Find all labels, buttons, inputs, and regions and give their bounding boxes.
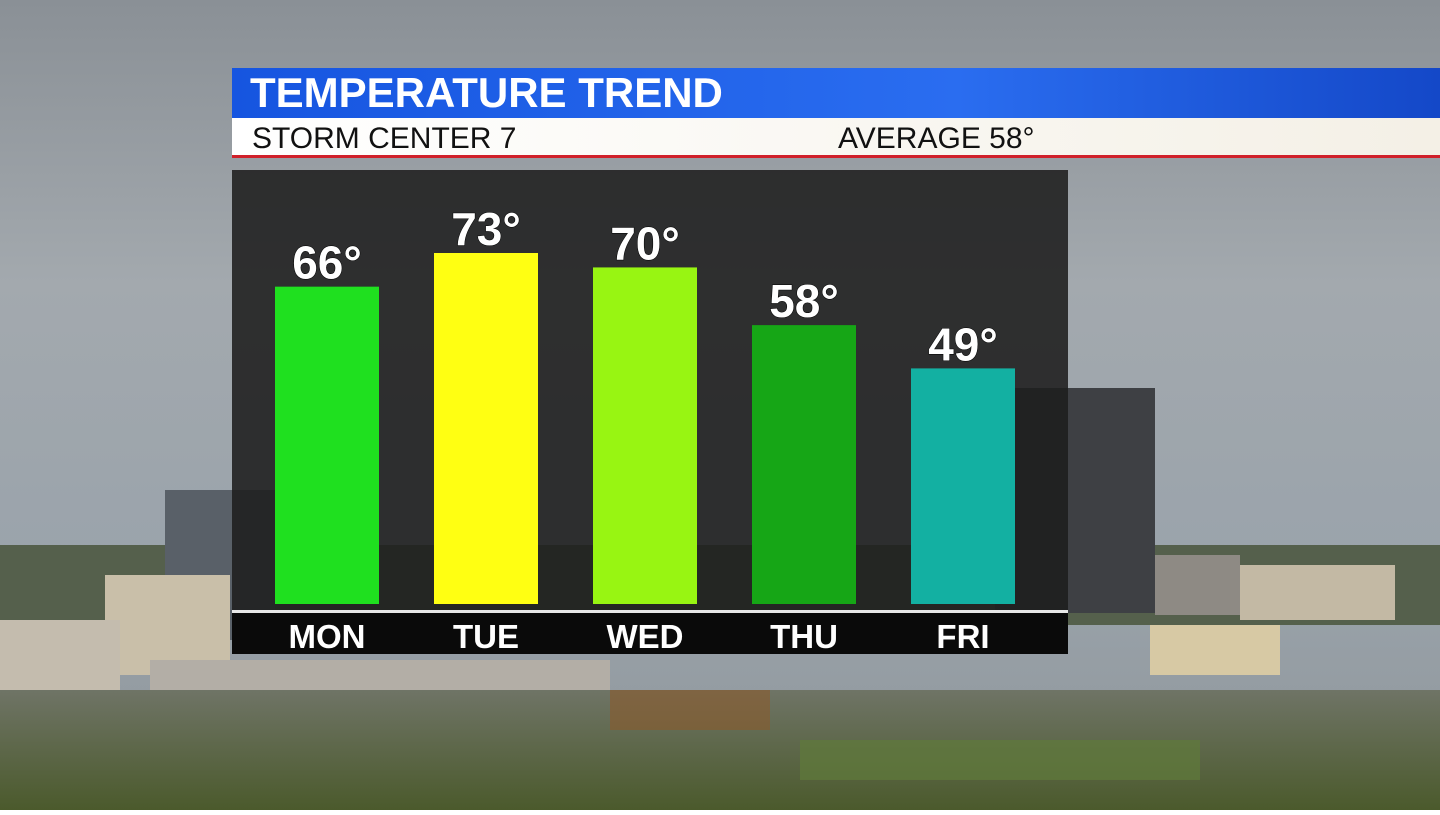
- value-label: 73°: [451, 203, 521, 255]
- title-bar: [232, 68, 1440, 118]
- value-label: 58°: [769, 275, 839, 327]
- subtitle-bar: [232, 118, 1440, 156]
- x-tick-label: FRI: [936, 618, 989, 655]
- x-tick-label: TUE: [453, 618, 519, 655]
- x-tick-label: WED: [607, 618, 684, 655]
- average-annotation: AVERAGE 58°: [838, 122, 1035, 155]
- x-tick-label: MON: [289, 618, 366, 655]
- chart-subtitle: STORM CENTER 7: [252, 122, 516, 155]
- bar: [911, 368, 1015, 604]
- accent-line: [232, 155, 1440, 158]
- value-label: 70°: [610, 217, 680, 269]
- value-label: 66°: [292, 237, 362, 289]
- value-label: 49°: [928, 318, 998, 370]
- baseline: [232, 610, 1068, 613]
- bar: [752, 325, 856, 604]
- bar: [434, 253, 538, 604]
- category-strip: [232, 612, 1068, 654]
- bar: [593, 267, 697, 604]
- bar: [275, 286, 379, 604]
- x-tick-label: THU: [770, 618, 838, 655]
- chart-title: TEMPERATURE TREND: [250, 69, 723, 116]
